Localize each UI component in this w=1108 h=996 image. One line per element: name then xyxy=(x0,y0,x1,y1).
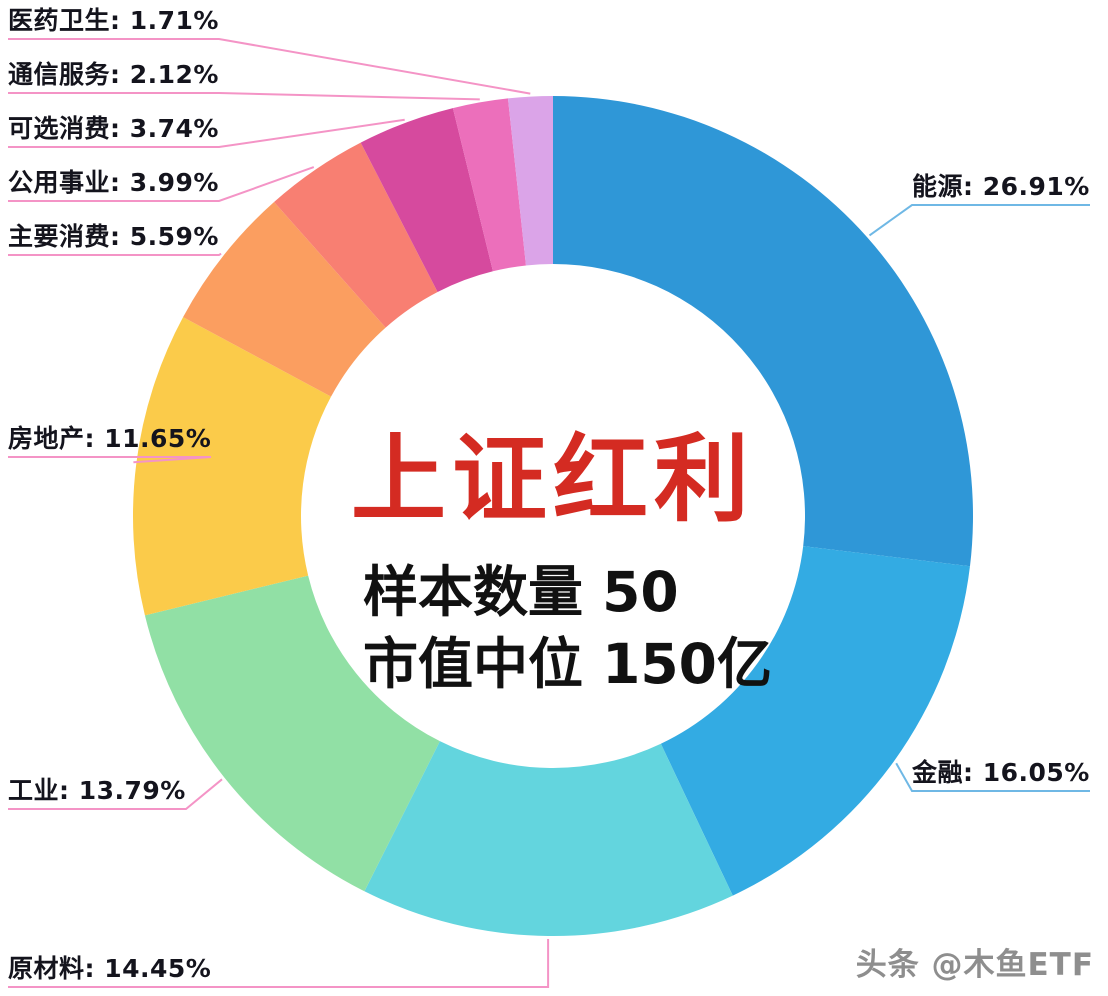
slice-label-utilities: 公用事业: 3.99% xyxy=(8,168,219,197)
donut-slice-materials xyxy=(364,741,733,936)
donut-slice-real-estate xyxy=(132,317,332,616)
slice-label-consumer-discretionary: 可选消费: 3.74% xyxy=(8,114,219,143)
slice-label-materials: 原材料: 14.45% xyxy=(8,954,212,983)
slice-leader-utilities xyxy=(8,166,315,202)
slice-leader-consumer-staples xyxy=(8,252,222,256)
chart-center-stats: 样本数量 50 市值中位 150亿 xyxy=(363,557,772,700)
chart-center-title: 上证红利 xyxy=(350,425,755,535)
donut-slice-communication xyxy=(452,98,526,272)
sample-count-line: 样本数量 50 xyxy=(363,560,679,624)
donut-slice-finance xyxy=(660,546,970,896)
watermark: 头条 @木鱼ETF xyxy=(855,947,1094,983)
donut-slice-consumer-discretionary xyxy=(360,108,493,292)
slice-label-energy: 能源: 26.91% xyxy=(912,172,1090,201)
slice-leader-communication xyxy=(8,92,480,101)
slice-label-communication: 通信服务: 2.12% xyxy=(8,60,219,89)
slice-label-healthcare: 医药卫生: 1.71% xyxy=(8,6,219,35)
slice-leader-real-estate xyxy=(8,456,212,464)
slice-label-real-estate: 房地产: 11.65% xyxy=(8,424,212,453)
slice-leader-healthcare xyxy=(8,38,531,95)
slice-leader-finance xyxy=(895,762,1090,792)
slice-label-consumer-staples: 主要消费: 5.59% xyxy=(8,222,219,251)
donut-slice-industry xyxy=(144,575,440,892)
slice-leader-energy xyxy=(868,204,1090,237)
donut-slice-consumer-staples xyxy=(183,202,386,397)
slice-label-finance: 金融: 16.05% xyxy=(912,758,1090,787)
donut-slice-energy xyxy=(553,96,974,567)
donut-slice-utilities xyxy=(274,142,438,328)
slice-label-industry: 工业: 13.79% xyxy=(8,776,186,805)
slice-leader-consumer-discretionary xyxy=(8,118,405,148)
slice-leader-industry xyxy=(8,778,223,810)
slice-leader-materials xyxy=(8,939,550,988)
median-cap-line: 市值中位 150亿 xyxy=(363,631,772,696)
donut-slice-healthcare xyxy=(507,96,553,266)
